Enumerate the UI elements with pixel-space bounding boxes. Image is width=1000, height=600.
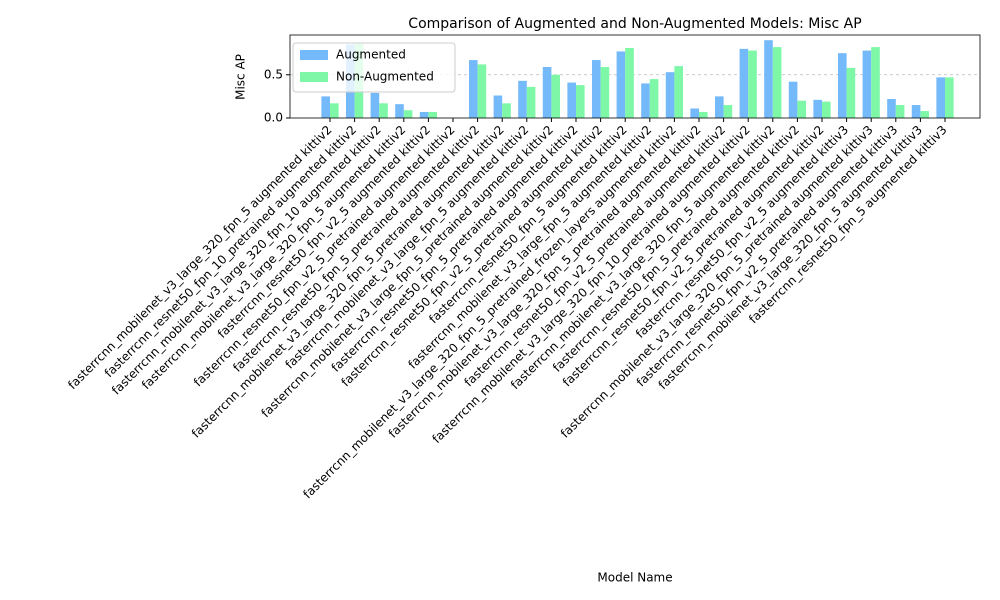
legend-label: Non-Augmented: [336, 70, 434, 84]
legend-label: Augmented: [336, 48, 406, 62]
bar: [379, 103, 388, 118]
bar: [542, 66, 552, 118]
bar: [518, 80, 527, 118]
bar: [649, 79, 659, 118]
bar: [871, 47, 880, 118]
bar: [665, 72, 675, 118]
bar: [723, 105, 733, 118]
bar: [468, 60, 478, 118]
bar: [846, 67, 856, 118]
bar: [739, 48, 749, 119]
plot-frame: [289, 34, 981, 119]
bar: [419, 111, 429, 118]
bar: [616, 51, 626, 119]
bar: [551, 74, 561, 118]
bar: [772, 47, 782, 118]
bar: [591, 60, 601, 118]
legend-swatch: [300, 72, 328, 82]
bar: [330, 103, 339, 118]
bar: [370, 92, 380, 118]
x-tick-label: fasterrcnn_mobilenet_v3_large_320_fpn_5_…: [189, 123, 507, 441]
bar: [936, 77, 945, 118]
bar: [895, 105, 905, 118]
bar: [887, 98, 896, 118]
bar: [788, 81, 798, 118]
bar: [567, 82, 576, 118]
y-tick-label: 0.0: [264, 111, 283, 125]
bar: [920, 111, 930, 118]
legend: Augmented Non-Augmented: [292, 42, 456, 93]
bar: [395, 104, 404, 118]
bar: [714, 96, 724, 118]
bar: [945, 77, 954, 118]
bar: [493, 95, 503, 118]
bar: [674, 66, 684, 118]
bar: [321, 96, 330, 118]
bar: [911, 105, 921, 118]
bar: [428, 111, 438, 118]
bar: [748, 50, 757, 118]
y-tick-label: 0.5: [264, 67, 283, 81]
x-axis-label: Model Name: [597, 571, 672, 585]
bar: [837, 53, 847, 118]
bar: [764, 40, 773, 118]
bar: [477, 64, 487, 118]
bar: [641, 83, 650, 118]
bar: [699, 111, 708, 118]
bar: [502, 103, 511, 118]
bar: [862, 50, 872, 118]
bar: [690, 108, 699, 118]
legend-swatch: [300, 50, 328, 60]
bar: [526, 86, 536, 118]
bar: [813, 99, 822, 118]
legend-box: [292, 42, 456, 93]
bar: [797, 100, 807, 118]
bar: [403, 110, 413, 118]
chart-title: Comparison of Augmented and Non-Augmente…: [408, 16, 861, 32]
bar: [576, 85, 585, 118]
y-axis-label: Misc AP: [234, 54, 248, 100]
bar: [822, 101, 831, 118]
bar: [600, 66, 610, 118]
bar: [625, 47, 634, 118]
